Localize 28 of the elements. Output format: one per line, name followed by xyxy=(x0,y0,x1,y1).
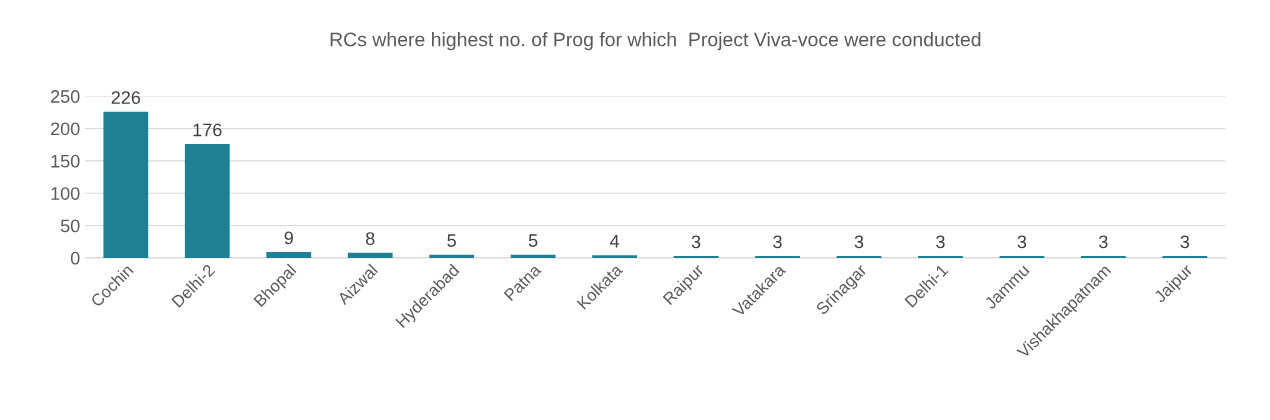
data-label: 3 xyxy=(936,235,945,249)
y-tick-label: 100 xyxy=(51,187,80,200)
data-label: 3 xyxy=(773,235,782,249)
bar xyxy=(510,254,556,258)
chart-title: RCs where highest no. of Prog for which Project Viva-voce were conducted xyxy=(330,32,981,51)
data-label: 176 xyxy=(193,123,222,137)
y-tick-label: 150 xyxy=(51,154,80,168)
data-label: 4 xyxy=(609,234,620,248)
bar xyxy=(184,144,230,258)
y-tick-label: 0 xyxy=(70,251,80,265)
data-label: 3 xyxy=(854,235,864,249)
data-label: 226 xyxy=(111,91,141,104)
bar xyxy=(347,252,393,258)
y-tick-label: 250 xyxy=(51,90,80,103)
data-label: 5 xyxy=(528,234,538,247)
data-label: 9 xyxy=(284,231,293,245)
bar xyxy=(266,252,312,258)
data-label: 3 xyxy=(691,235,701,249)
bar xyxy=(429,254,475,258)
bar xyxy=(103,111,149,258)
data-label: 8 xyxy=(365,232,375,245)
y-tick-label: 50 xyxy=(60,219,80,233)
data-label: 3 xyxy=(1017,235,1027,249)
y-tick-label: 200 xyxy=(51,122,80,136)
data-label: 3 xyxy=(1180,235,1190,249)
data-label: 3 xyxy=(1099,235,1108,249)
bar xyxy=(592,255,637,258)
data-label: 5 xyxy=(447,234,456,247)
